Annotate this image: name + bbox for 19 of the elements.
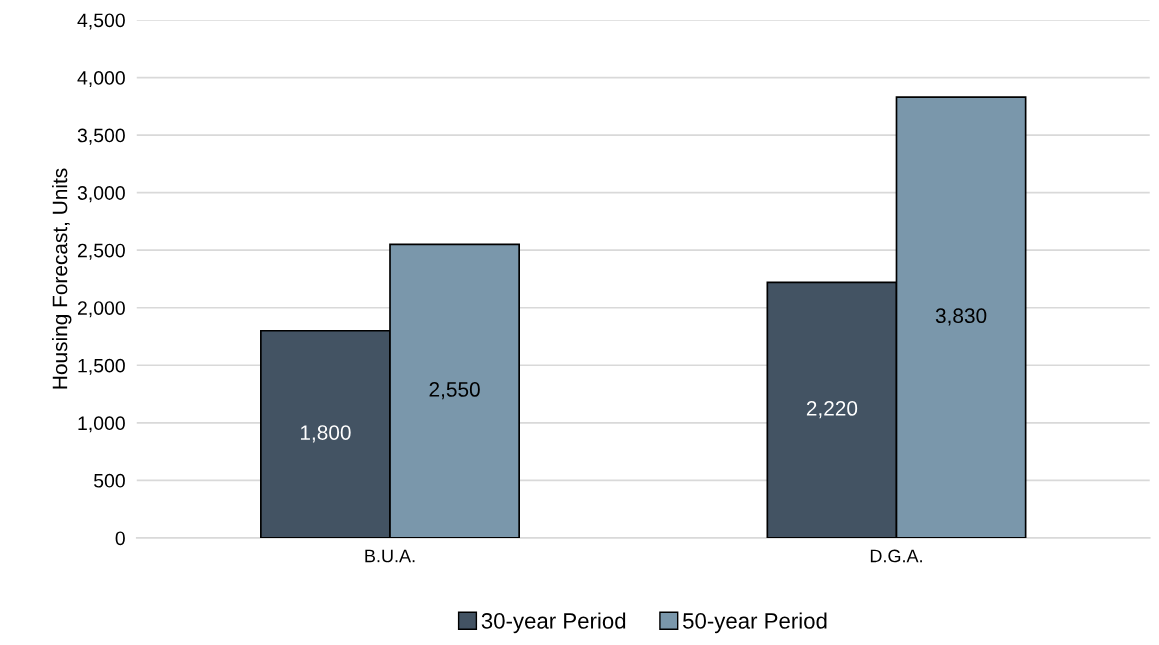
- y-tick-label: 3,000: [77, 186, 125, 203]
- y-tick-label: 4,500: [77, 13, 125, 30]
- y-tick-label: 0: [115, 531, 125, 546]
- x-tick-label: B.U.A.: [365, 549, 415, 563]
- y-tick-label: 4,000: [77, 71, 125, 88]
- y-tick-label: 1,500: [78, 358, 125, 375]
- y-tick-label: 500: [93, 473, 125, 488]
- legend-label: 50-year Period: [683, 612, 827, 634]
- y-tick-label: 3,500: [77, 128, 125, 145]
- y-axis-title: Housing Forecast, Units: [52, 168, 72, 389]
- y-tick-label: 2,000: [77, 301, 125, 318]
- data-label: 3,830: [935, 308, 987, 326]
- legend-label: 30-year Period: [481, 612, 626, 634]
- y-tick-label: 2,500: [77, 243, 125, 260]
- data-label: 1,800: [300, 425, 351, 443]
- data-label: 2,550: [429, 382, 480, 400]
- data-label: 2,220: [806, 401, 858, 419]
- y-tick-label: 1,000: [78, 416, 125, 433]
- x-tick-label: D.G.A.: [870, 549, 922, 563]
